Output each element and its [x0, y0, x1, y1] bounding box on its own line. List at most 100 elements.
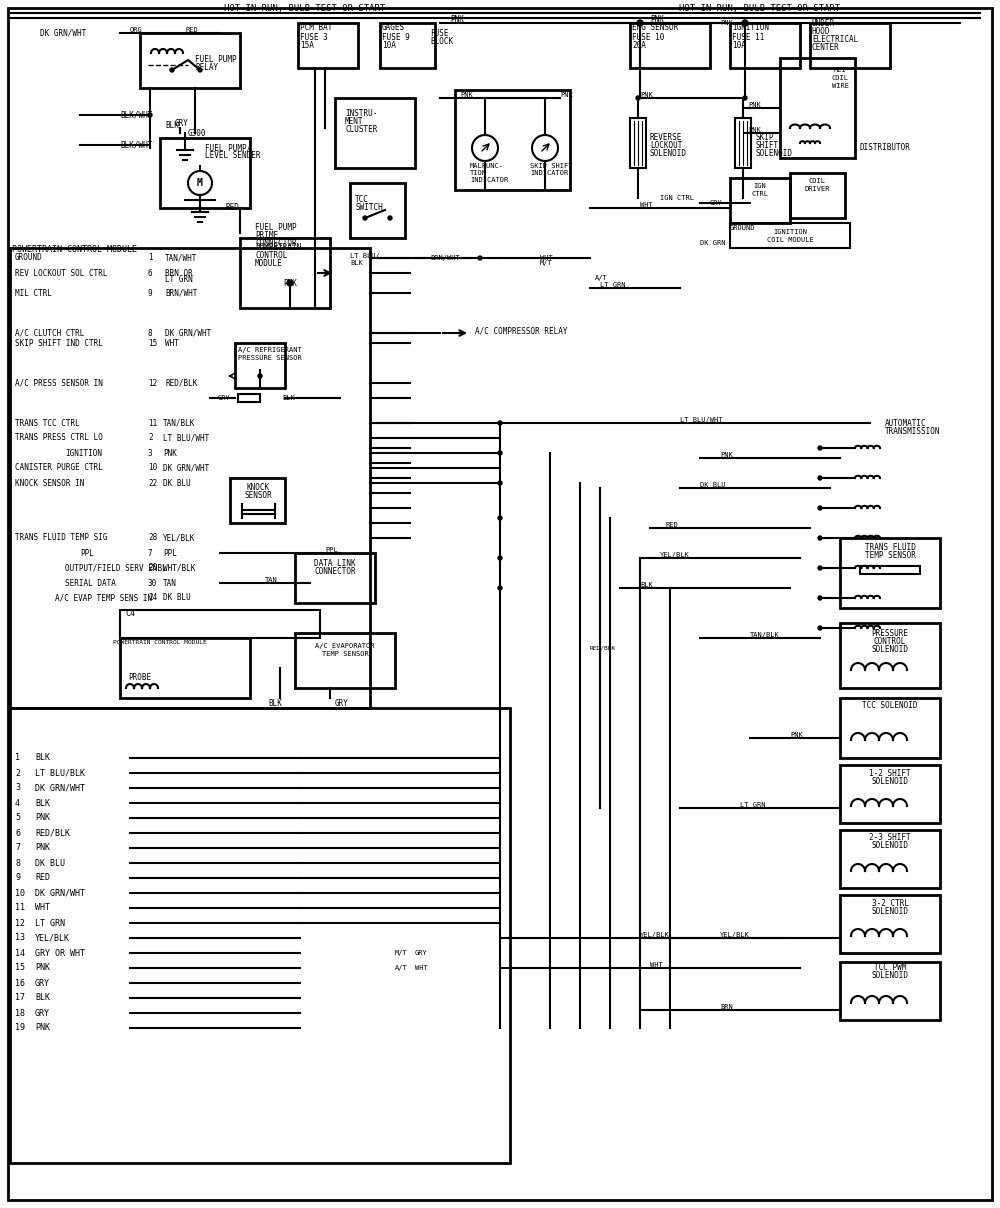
Text: A/C EVAPORATOR: A/C EVAPORATOR — [315, 643, 375, 649]
Text: SENSOR: SENSOR — [244, 492, 272, 500]
Text: 2-3 SHIFT: 2-3 SHIFT — [869, 834, 911, 842]
Text: SKIP SHIFT IND CTRL: SKIP SHIFT IND CTRL — [15, 338, 103, 348]
Text: 3: 3 — [148, 448, 153, 458]
Text: CONNECTOR: CONNECTOR — [255, 239, 297, 249]
Text: INDICATOR: INDICATOR — [530, 170, 568, 176]
Text: SOLENOID: SOLENOID — [872, 645, 908, 654]
Text: LT BLU/: LT BLU/ — [350, 252, 380, 259]
Text: 11: 11 — [148, 418, 157, 428]
Text: A/C COMPRESSOR RELAY: A/C COMPRESSOR RELAY — [475, 326, 568, 336]
Text: SKIP: SKIP — [755, 134, 774, 143]
Text: G300: G300 — [188, 128, 207, 138]
Text: 9: 9 — [148, 289, 153, 297]
Text: 12: 12 — [148, 378, 157, 388]
Text: BLK: BLK — [350, 260, 363, 266]
Text: BRN/WHT: BRN/WHT — [430, 255, 460, 261]
Text: SOLENOID: SOLENOID — [872, 906, 908, 916]
Text: 3: 3 — [15, 784, 20, 792]
Text: PNK: PNK — [35, 813, 50, 823]
Text: 17: 17 — [15, 993, 25, 1003]
Bar — [120, 610, 320, 638]
Text: 24: 24 — [148, 593, 157, 603]
Circle shape — [363, 216, 367, 220]
Bar — [295, 633, 395, 689]
Circle shape — [498, 451, 502, 455]
Text: PPL: PPL — [80, 548, 94, 558]
Text: PRIME: PRIME — [255, 232, 278, 240]
Text: DRIVER: DRIVER — [804, 186, 830, 192]
Text: IGN CTRL: IGN CTRL — [660, 194, 694, 201]
Bar — [790, 173, 845, 217]
Text: FUEL PUMP: FUEL PUMP — [255, 223, 297, 232]
Text: KNOCK: KNOCK — [246, 483, 270, 493]
Text: HOT IN RUN, BULB TEST OR START: HOT IN RUN, BULB TEST OR START — [679, 4, 841, 12]
Text: M/T: M/T — [395, 949, 408, 956]
Bar — [840, 623, 940, 689]
Text: 1-2 SHIFT: 1-2 SHIFT — [869, 768, 911, 778]
Text: TCC SOLENOID: TCC SOLENOID — [862, 701, 918, 709]
Text: SOLENOID: SOLENOID — [872, 842, 908, 850]
Text: FUEL PUMP: FUEL PUMP — [195, 56, 237, 64]
Text: LT BLU/WHT: LT BLU/WHT — [680, 417, 722, 423]
Text: 15A: 15A — [300, 41, 314, 51]
Text: MODULE: MODULE — [255, 260, 283, 268]
Bar — [230, 478, 285, 523]
Bar — [840, 765, 940, 823]
Text: SERIAL DATA: SERIAL DATA — [65, 579, 116, 587]
Bar — [630, 118, 646, 168]
Text: 28: 28 — [148, 534, 157, 542]
Circle shape — [818, 567, 822, 570]
Text: ELECTRICAL: ELECTRICAL — [812, 35, 858, 43]
Text: COIL: COIL — [808, 178, 826, 184]
Text: IGN: IGN — [754, 182, 766, 188]
Text: DK GRN/WHT: DK GRN/WHT — [165, 329, 211, 337]
Text: YEL/BLK: YEL/BLK — [35, 934, 70, 942]
Text: LT BLU/WHT: LT BLU/WHT — [163, 434, 209, 442]
Text: 15: 15 — [148, 338, 157, 348]
Text: GRY: GRY — [35, 1009, 50, 1017]
Text: CLUSTER: CLUSTER — [345, 124, 377, 134]
Text: DK GRN/WHT: DK GRN/WHT — [35, 889, 85, 898]
Text: RED: RED — [665, 522, 678, 528]
Text: BLK: BLK — [282, 395, 295, 401]
Bar — [840, 895, 940, 953]
Text: POWERTRAIN CONTROL MODULE: POWERTRAIN CONTROL MODULE — [113, 640, 207, 645]
Text: BLK: BLK — [35, 798, 50, 807]
Circle shape — [498, 516, 502, 519]
Text: SKIP SHIFT: SKIP SHIFT — [530, 163, 572, 169]
Text: 20: 20 — [148, 563, 157, 573]
Text: BLK: BLK — [35, 993, 50, 1003]
Text: CONTROL: CONTROL — [255, 251, 287, 261]
Text: 7: 7 — [15, 843, 20, 853]
Text: IGNITION: IGNITION — [732, 23, 769, 33]
Text: GROUND: GROUND — [730, 225, 756, 231]
Text: BLK: BLK — [268, 698, 282, 708]
Text: LT GRN: LT GRN — [740, 802, 766, 808]
Text: DATA LINK: DATA LINK — [314, 558, 356, 568]
Text: GRY: GRY — [415, 949, 428, 956]
Text: 12: 12 — [15, 918, 25, 928]
Text: WHT: WHT — [415, 965, 428, 971]
Circle shape — [498, 586, 502, 590]
Bar — [730, 223, 850, 248]
Text: SOLENOID: SOLENOID — [872, 971, 908, 981]
Text: IGNITION: IGNITION — [773, 230, 807, 236]
Text: 30: 30 — [148, 579, 157, 587]
Text: 18: 18 — [15, 1009, 25, 1017]
Bar — [840, 538, 940, 608]
Text: A/C EVAP TEMP SENS IN: A/C EVAP TEMP SENS IN — [55, 593, 152, 603]
Text: WHT/BLK: WHT/BLK — [163, 563, 195, 573]
Text: RED/BLK: RED/BLK — [35, 829, 70, 837]
Text: M: M — [197, 178, 203, 188]
Text: WHT: WHT — [35, 904, 50, 912]
Text: CANISTER PURGE CTRL: CANISTER PURGE CTRL — [15, 464, 103, 472]
Circle shape — [818, 596, 822, 600]
Bar — [240, 238, 330, 308]
Text: BRN: BRN — [720, 1004, 733, 1010]
Text: PNK: PNK — [35, 843, 50, 853]
Text: YEL/BLK: YEL/BLK — [163, 534, 195, 542]
Text: PNK: PNK — [35, 964, 50, 972]
Text: WIRE: WIRE — [832, 83, 848, 89]
Circle shape — [498, 481, 502, 484]
Text: TAN/WHT: TAN/WHT — [165, 254, 197, 262]
